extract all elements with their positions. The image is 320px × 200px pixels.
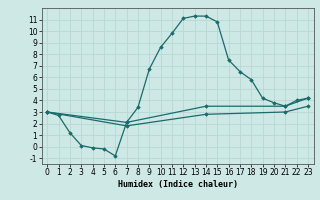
X-axis label: Humidex (Indice chaleur): Humidex (Indice chaleur) [118, 180, 237, 189]
